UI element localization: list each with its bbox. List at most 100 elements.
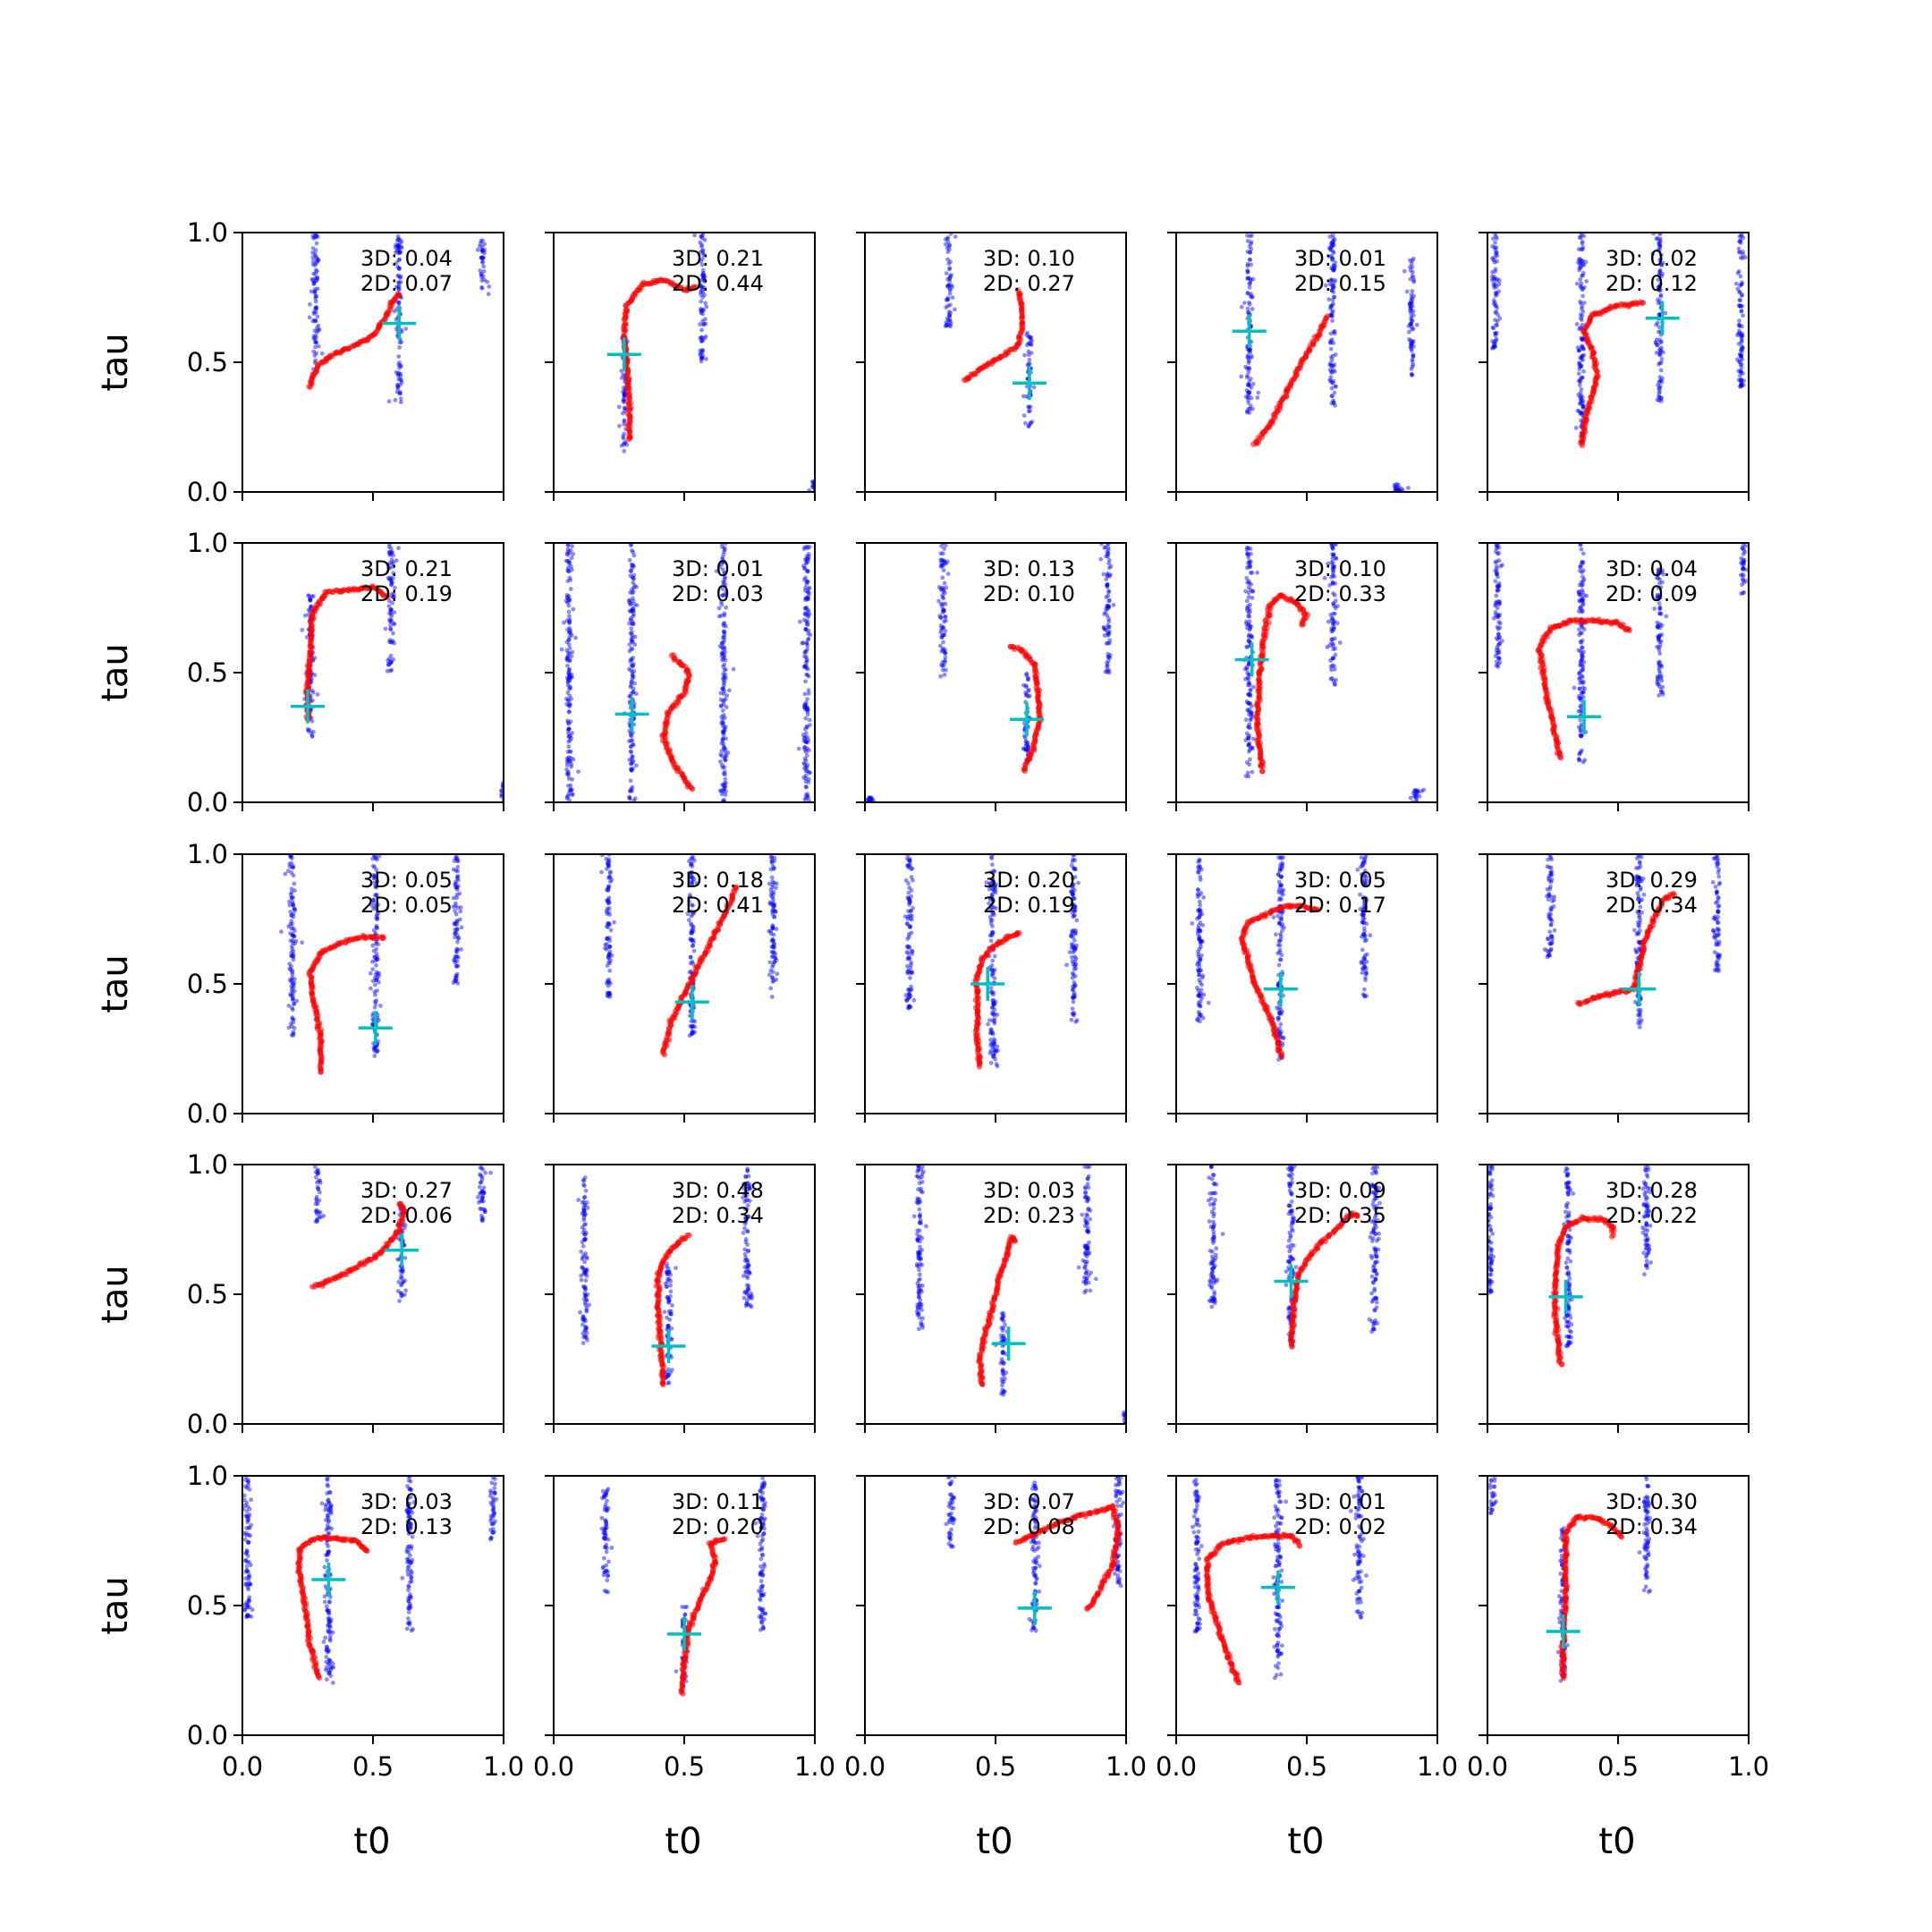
blue-point [721,713,726,717]
blue-point [948,274,953,279]
blue-point [1657,389,1662,394]
blue-point [717,644,723,648]
blue-point [1658,348,1663,352]
blue-point [1738,572,1743,578]
blue-point [1582,301,1587,305]
blue-point [1411,313,1416,318]
blue-point [943,614,948,619]
blue-point [607,922,612,928]
blue-point [286,1025,292,1030]
blue-point [1334,677,1338,682]
blue-point [1249,713,1254,718]
blue-point [1330,546,1335,551]
blue-point [1248,250,1252,255]
blue-point [1331,647,1336,652]
blue-point [938,615,943,621]
blue-point [1495,583,1500,589]
blue-point [1737,298,1742,302]
blue-point [564,648,570,653]
blue-point [1497,657,1502,661]
blue-point [631,564,636,569]
blue-point [291,938,295,943]
blue-point [723,649,727,655]
blue-point [722,611,727,616]
blue-point [396,300,402,305]
blue-point [370,863,376,869]
blue-point [700,348,706,353]
blue-point [806,674,811,679]
blue-point [1245,309,1250,315]
blue-point [1658,292,1664,298]
blue-point [1248,626,1252,631]
blue-point [313,233,318,239]
blue-point [373,884,378,888]
blue-point [394,248,400,253]
blue-point [945,316,950,321]
blue-point [772,941,776,946]
blue-point [805,740,810,745]
blue-point [396,258,402,262]
blue-point [1655,680,1660,685]
blue-point [1027,357,1032,362]
blue-point [1246,390,1251,394]
blue-point [1578,316,1583,321]
blue-point [566,598,572,604]
blue-point [1495,250,1499,255]
blue-point [1657,596,1662,600]
blue-point [370,1022,375,1028]
blue-point [287,966,292,971]
blue-point [372,876,377,880]
blue-point [1659,360,1664,365]
blue-point [1741,371,1745,376]
blue-point [802,735,807,741]
blue-point [1657,375,1663,379]
blue-point [456,936,461,941]
blue-point [1738,369,1743,375]
blue-point [1335,604,1340,608]
blue-point [1410,274,1415,278]
blue-point [947,323,952,327]
blue-point [724,693,729,698]
blue-point [1490,269,1495,275]
blue-point [564,763,570,767]
blue-point [1106,593,1111,598]
blue-point [1023,739,1029,743]
blue-point [1105,614,1110,618]
blue-point [567,658,572,664]
blue-point [1657,325,1662,330]
blue-point [940,646,945,651]
blue-point [803,700,809,706]
blue-point [374,998,379,1004]
blue-point [1576,393,1581,397]
blue-point [803,649,808,654]
blue-point [1327,377,1333,383]
blue-point [691,910,696,915]
blue-point [605,990,610,996]
blue-point [395,243,400,249]
blue-point [1246,590,1251,596]
blue-point [1411,362,1416,368]
blue-point [499,794,504,799]
blue-point [940,610,945,615]
blue-point [630,647,635,652]
blue-point [771,896,775,902]
blue-point [1106,589,1111,595]
blue-point [396,274,402,279]
blue-point [308,301,312,307]
blue-point [1580,247,1585,252]
blue-point [1496,631,1501,637]
blue-point [1496,665,1501,669]
blue-point [386,662,391,667]
blue-point [689,875,694,880]
blue-point [453,882,457,887]
blue-point [565,728,571,733]
blue-point [565,565,571,571]
blue-point [1579,668,1583,674]
blue-point [1497,625,1503,631]
blue-point [1657,267,1663,273]
blue-point [1239,304,1244,309]
y-tick-label: 0.0 [187,787,228,818]
blue-point [722,689,727,693]
